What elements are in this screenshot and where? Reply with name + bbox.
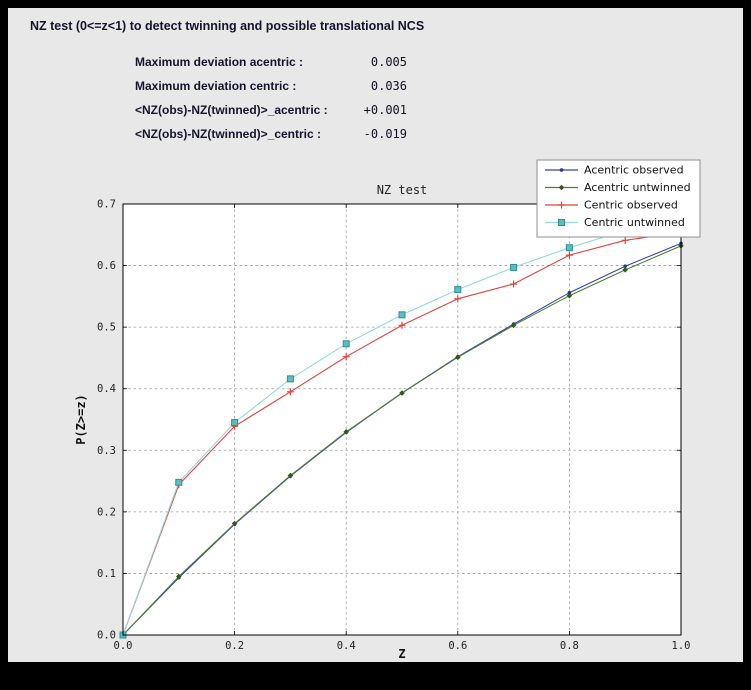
marker-plus [621,236,629,244]
content-panel: NZ test (0<=z<1) to detect twinning and … [8,8,743,662]
marker-diamond [176,573,182,580]
legend-label: Centric untwinned [584,216,685,229]
y-tick-label: 0.6 [97,260,116,272]
stat-value: 0.005 [370,55,407,69]
stat-value: +0.001 [363,103,407,117]
marker-diamond [558,184,565,191]
legend: Acentric observed Acentric untwinned Centr… [536,159,701,238]
marker-diamond [231,520,238,527]
legend-label: Acentric untwinned [584,181,691,194]
legend-label: Centric observed [584,199,678,212]
plot-area [123,204,681,635]
stat-label: <NZ(obs)-NZ(twinned)>_acentric : [135,103,328,117]
marker-square [510,263,518,271]
marker-diamond [287,472,294,479]
marker-square [286,375,294,383]
marker-plus [398,321,406,329]
y-tick-label: 0.7 [97,199,116,211]
marker-dot [567,290,572,295]
x-tick-label: 0.8 [560,640,579,652]
marker-dot [623,264,627,268]
marker-diamond [343,429,349,435]
marker-plus [286,388,294,396]
marker-plus [558,201,565,209]
chart-title: NZ test [377,183,428,197]
stat-row: Maximum deviation centric : 0.036 [135,79,407,103]
y-tick-label: 0.4 [97,383,116,395]
stat-value: 0.036 [370,79,407,93]
x-tick-label: 0.2 [225,640,244,652]
x-axis-label: Z [398,647,405,661]
axes-frame [122,203,682,636]
marker-diamond [622,267,628,273]
marker-square [398,311,406,319]
marker-square [454,286,462,294]
page-title: NZ test (0<=z<1) to detect twinning and … [30,19,425,33]
x-tick-label: 0.6 [448,640,467,652]
marker-dot [559,168,564,172]
x-tick-label: 0.0 [114,640,133,652]
stat-row: Maximum deviation acentric : 0.005 [135,55,407,79]
marker-diamond [455,354,461,361]
marker-square [175,478,183,486]
y-tick-label: 0.5 [97,322,116,334]
stat-row: <NZ(obs)-NZ(twinned)>_centric : -0.019 [135,127,407,151]
y-tick-label: 0.2 [97,506,116,518]
marker-square [558,219,565,226]
x-tick-label: 1.0 [672,640,691,652]
marker-square [231,419,239,427]
marker-plus [342,353,350,361]
marker-square [565,244,573,252]
marker-plus [565,251,573,259]
marker-diamond [510,322,517,329]
marker-square [342,340,350,348]
marker-plus [454,295,462,303]
y-axis-label: P(Z>=z) [74,394,88,445]
marker-plus [510,280,518,288]
stat-label: Maximum deviation acentric : [135,55,304,69]
y-tick-label: 0.3 [97,445,116,457]
marker-diamond [399,390,405,396]
stat-label: <NZ(obs)-NZ(twinned)>_centric : [135,127,322,141]
stats-block: Maximum deviation acentric : 0.005 Maxim… [135,55,407,151]
stat-label: Maximum deviation centric : [135,79,297,93]
stat-row: <NZ(obs)-NZ(twinned)>_acentric : +0.001 [135,103,407,127]
y-tick-label: 0.0 [97,630,116,642]
stat-value: -0.019 [363,127,407,141]
legend-label: Acentric observed [584,164,684,177]
y-tick-label: 0.1 [97,568,116,580]
nz-test-chart: 0.0 0.2 0.4 0.6 0.8 1.0 0.0 0.1 0.2 0.3 0.4 0.5 0.6 0… [74,159,701,661]
x-tick-label: 0.4 [337,640,356,652]
marker-diamond [566,292,573,299]
